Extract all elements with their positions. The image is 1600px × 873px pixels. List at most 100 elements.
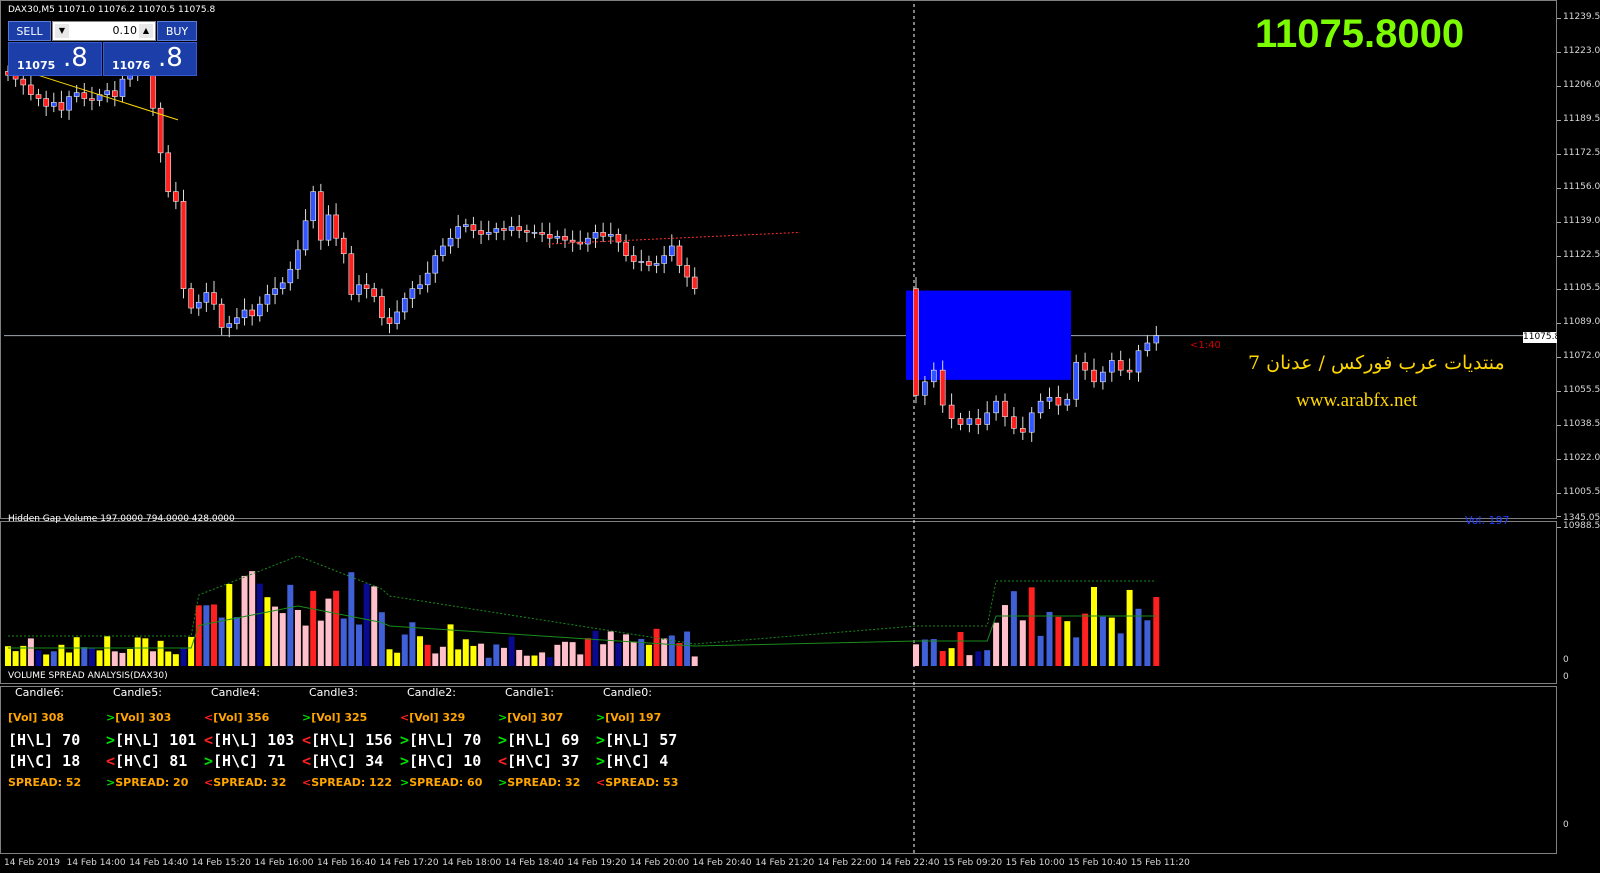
candle-body: [569, 239, 576, 243]
vsa-indicator-pane[interactable]: [0, 686, 1557, 854]
candle-body: [165, 152, 172, 192]
vsa-arrow-icon: >: [596, 752, 606, 770]
time-tick-label: 14 Feb 18:40: [504, 858, 564, 868]
vsa-arrow-icon: >: [400, 752, 410, 770]
vsa-hl-line: <[H\L] 156: [302, 731, 392, 749]
vsa-value: SPREAD: 32: [507, 776, 581, 789]
price-tick: [1557, 255, 1561, 257]
vsa-arrow-icon: <: [596, 776, 606, 789]
buy-price-box[interactable]: 11076 .8: [103, 42, 197, 76]
candle-body: [264, 294, 271, 305]
volume-bar: [913, 644, 919, 666]
vsa-vol-line: >[Vol] 307: [498, 711, 563, 724]
sell-button[interactable]: SELL: [8, 21, 51, 41]
volume-bar: [539, 652, 546, 666]
candle-body: [939, 369, 946, 406]
candle-body: [409, 288, 416, 299]
vsa-sp-line: >SPREAD: 20: [106, 776, 188, 789]
price-axis[interactable]: 11239.5 11223.0 11206.0 11189.5 11172.5 11156…: [1557, 0, 1600, 531]
candle-body: [646, 261, 652, 266]
volume-bar: [5, 646, 11, 666]
candle-body: [348, 253, 355, 295]
candle-body: [218, 303, 225, 328]
volume-bar: [1153, 597, 1160, 666]
candle-body: [89, 98, 95, 101]
volume-bar: [493, 644, 500, 666]
volume-bar: [142, 638, 149, 666]
time-tick-label: 15 Feb 11:20: [1130, 858, 1190, 868]
volume-bar: [1144, 620, 1151, 666]
price-tick: [1557, 289, 1561, 291]
candle-body: [913, 288, 919, 396]
candle-body: [73, 92, 80, 97]
volume-bar: [554, 644, 561, 666]
time-axis[interactable]: 14 Feb 2019 14 Feb 14:00 14 Feb 14:40 14 Fe…: [0, 854, 1557, 873]
vsa-arrow-icon: <: [106, 752, 116, 770]
lot-decrease-icon[interactable]: ▼: [55, 24, 69, 38]
candle-body: [562, 235, 568, 241]
vsa-value: SPREAD: 53: [605, 776, 679, 789]
volume-bar: [1073, 637, 1080, 666]
time-tick-label: 14 Feb 2019: [4, 858, 61, 868]
candle-body: [112, 90, 118, 97]
volume-bar: [394, 652, 401, 666]
candle-body: [676, 245, 683, 266]
sell-price-box[interactable]: 11075 .8: [8, 42, 102, 76]
vsa-arrow-icon: >: [204, 752, 214, 770]
candle-body: [1100, 371, 1106, 383]
lot-size-field[interactable]: ▼ 0.10 ▲: [52, 21, 156, 41]
vsa-hc-line: >[H\C] 10: [400, 752, 481, 770]
volume-ma-slow: [8, 555, 1157, 645]
candle-body: [203, 292, 210, 303]
volume-bar: [676, 642, 683, 666]
vsa-value: [H\L] 69: [507, 731, 580, 749]
candle-body: [661, 255, 667, 264]
candle-body: [241, 309, 248, 319]
price-tick: [1557, 357, 1561, 359]
vsa-hl-line: >[H\L] 70: [400, 731, 481, 749]
vsa-arrow-icon: <: [204, 776, 214, 789]
volume-bar: [127, 648, 134, 666]
vsa-value: [H\L] 57: [605, 731, 678, 749]
volume-axis[interactable]: 1345.05 0: [1557, 513, 1600, 684]
candle-body: [975, 418, 982, 425]
vsa-arrow-icon: >: [400, 776, 410, 789]
buy-button[interactable]: BUY: [157, 21, 197, 41]
vsa-axis[interactable]: 0 0: [1557, 672, 1600, 854]
vsa-value: [H\C] 71: [213, 752, 286, 770]
price-chart-pane[interactable]: [0, 0, 1557, 519]
vsa-vol-line: >[Vol] 303: [106, 711, 171, 724]
price-tick: [1557, 187, 1561, 189]
volume-bar: [684, 631, 691, 666]
price-tick-label: 11038.5: [1563, 419, 1600, 430]
volume-bar: [569, 642, 576, 666]
time-tick-label: 14 Feb 14:40: [129, 858, 189, 868]
volume-bar: [478, 643, 485, 666]
volume-bar: [287, 584, 294, 666]
vsa-hl-line: <[H\L] 103: [204, 731, 294, 749]
time-tick-label: 15 Feb 09:20: [943, 858, 1003, 868]
volume-bar: [409, 622, 416, 666]
price-tick-label: 11189.5: [1563, 113, 1600, 124]
candle-body: [684, 265, 690, 278]
volume-bar: [310, 590, 317, 666]
vsa-value: [Vol] 197: [605, 711, 662, 724]
price-tick: [1557, 85, 1561, 87]
price-tick: [1557, 323, 1561, 325]
candle-body: [1055, 397, 1062, 406]
volume-bar: [948, 648, 955, 666]
candle-body: [1037, 400, 1044, 414]
time-tick-label: 14 Feb 16:40: [317, 858, 377, 868]
candle-body: [256, 303, 263, 317]
lot-value[interactable]: 0.10: [112, 24, 138, 37]
vsa-candle-label: Candle3:: [309, 686, 358, 699]
candle-body: [984, 412, 991, 425]
volume-bar: [264, 597, 271, 666]
price-tick: [1557, 459, 1561, 461]
volume-bar: [966, 655, 973, 666]
volume-bar: [638, 638, 645, 666]
candle-body: [1135, 350, 1142, 373]
volume-bar: [241, 575, 248, 666]
lot-increase-icon[interactable]: ▲: [139, 24, 153, 38]
vsa-value: [H\L] 101: [115, 731, 197, 749]
